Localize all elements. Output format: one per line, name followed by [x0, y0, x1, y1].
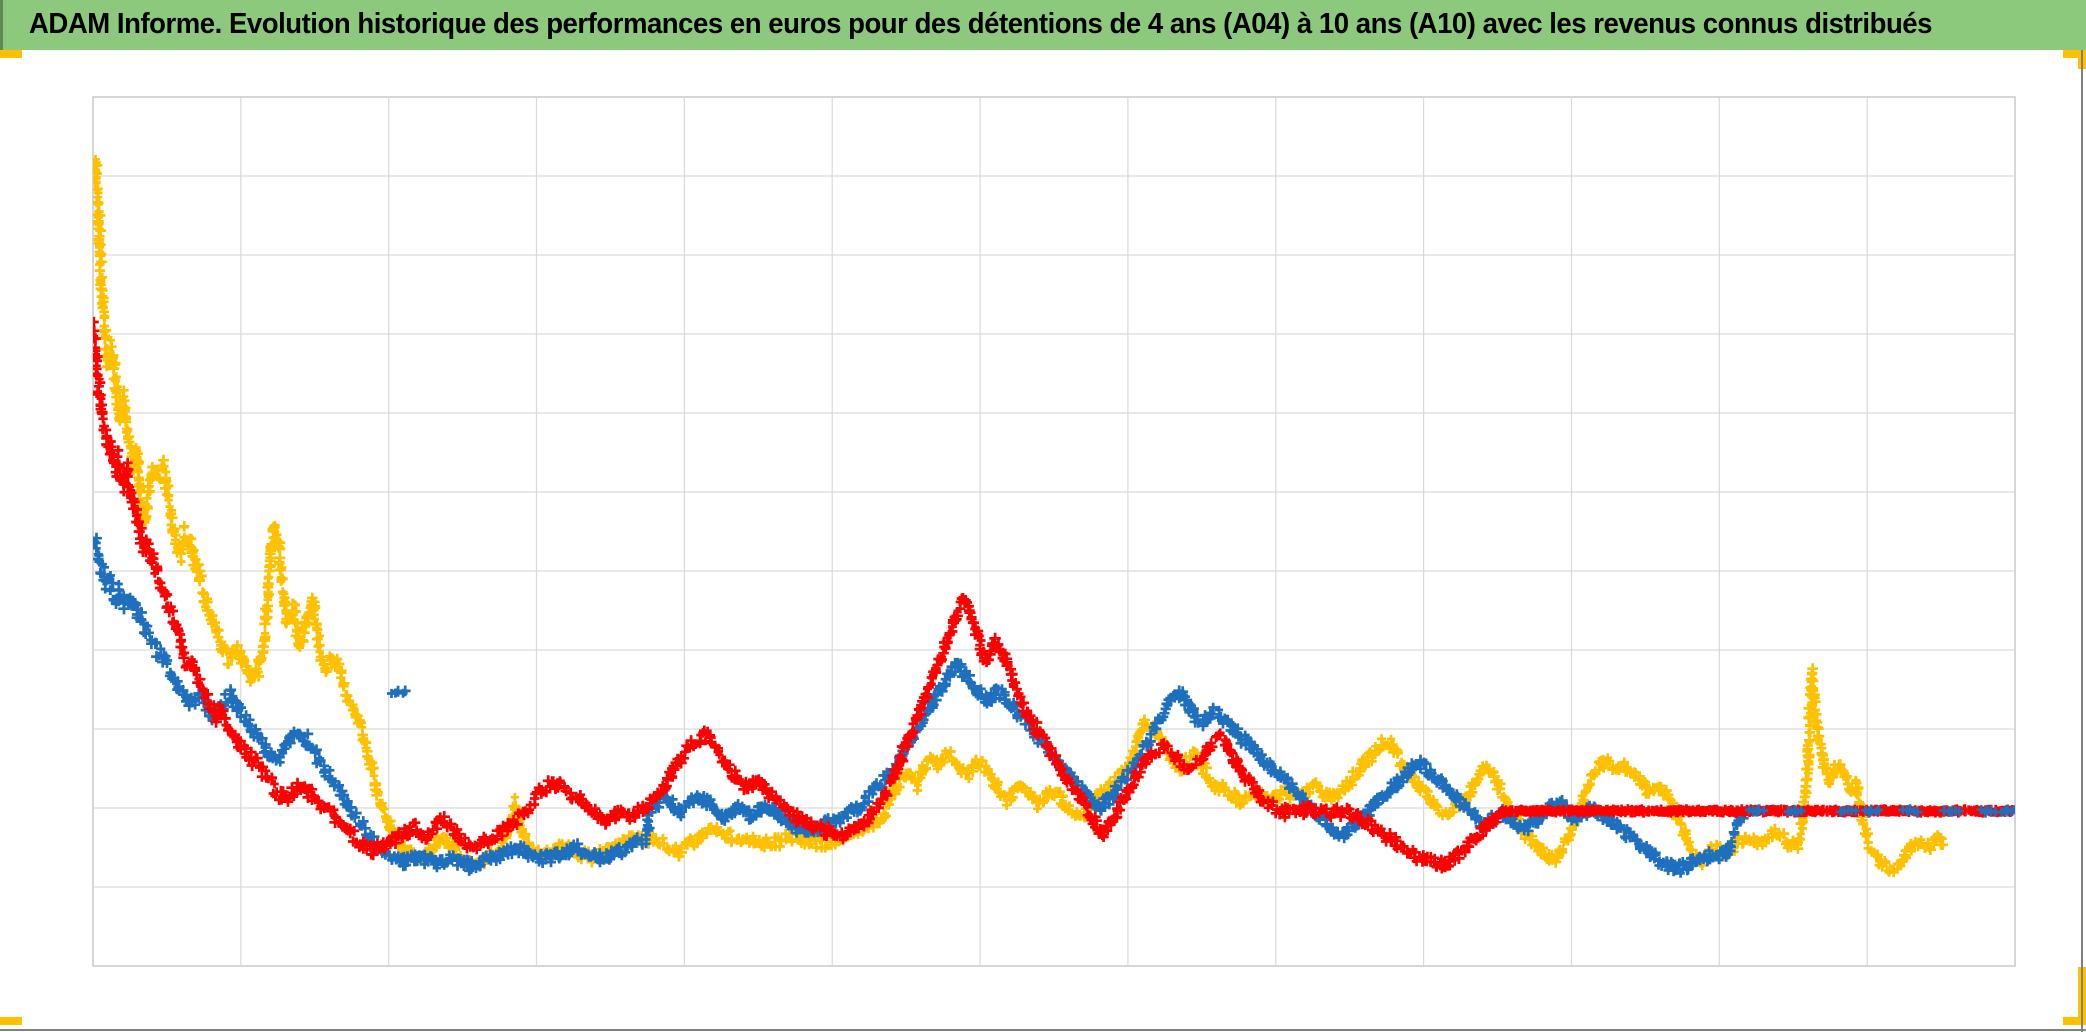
- series-blue-patches-on-terminal-line-markers: [1744, 804, 2015, 818]
- plot-border: [92, 96, 2016, 967]
- series-red-markers: [93, 316, 2015, 874]
- window-edge-right: [2081, 50, 2083, 1032]
- selection-handle-bottom-left[interactable]: [0, 1017, 22, 1025]
- gridlines: [93, 97, 2015, 966]
- page-title: ADAM Informe. Evolution historique des p…: [29, 8, 1932, 40]
- series-blue-isolated-cluster-markers: [288, 685, 411, 742]
- data-series-group: [93, 155, 2015, 878]
- selection-handle-bottom-right-horizontal[interactable]: [2063, 1017, 2086, 1025]
- selection-handle-top-left[interactable]: [0, 50, 22, 58]
- title-bar: ADAM Informe. Evolution historique des p…: [0, 0, 2086, 50]
- selection-handle-top-right-horizontal[interactable]: [2063, 50, 2086, 58]
- series-gold-markers: [93, 155, 1948, 877]
- window-edge-bottom: [0, 1029, 2086, 1031]
